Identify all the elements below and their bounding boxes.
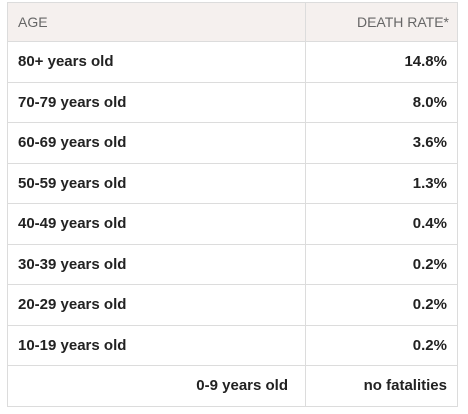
- age-cell: 60-69 years old: [8, 123, 306, 163]
- header-age: AGE: [8, 3, 306, 41]
- rate-cell: 0.2%: [412, 296, 447, 314]
- age-cell: 10-19 years old: [8, 325, 306, 365]
- rate-cell: 0.2%: [412, 255, 447, 273]
- table-row: 10-19 years old 0.2%: [8, 324, 457, 365]
- rate-cell: 14.8%: [404, 53, 447, 71]
- table-row: 30-39 years old 0.2%: [8, 243, 457, 284]
- age-cell: 80+ years old: [8, 42, 306, 82]
- age-cell: 40-49 years old: [8, 204, 306, 244]
- age-cell: 20-29 years old: [8, 285, 306, 325]
- rate-cell: 0.2%: [412, 336, 447, 354]
- age-cell: 50-59 years old: [8, 163, 306, 203]
- table-row: 70-79 years old 8.0%: [8, 81, 457, 122]
- rate-cell: 8.0%: [412, 93, 447, 111]
- death-rate-table: AGE DEATH RATE* 80+ years old 14.8% 70-7…: [7, 2, 458, 407]
- rate-cell: 1.3%: [412, 174, 447, 192]
- age-cell: 0-9 years old: [8, 366, 306, 406]
- age-cell: 70-79 years old: [8, 82, 306, 122]
- table-row: 80+ years old 14.8%: [8, 41, 457, 82]
- table-row: 60-69 years old 3.6%: [8, 122, 457, 163]
- age-cell: 30-39 years old: [8, 244, 306, 284]
- table-row: 40-49 years old 0.4%: [8, 203, 457, 244]
- rate-cell: no fatalities: [363, 377, 447, 395]
- header-death-rate: DEATH RATE*: [356, 14, 449, 30]
- table-header-row: AGE DEATH RATE*: [8, 3, 457, 41]
- rate-cell: 0.4%: [412, 215, 447, 233]
- rate-cell: 3.6%: [412, 134, 447, 152]
- table-row: 50-59 years old 1.3%: [8, 162, 457, 203]
- table-row: 0-9 years old no fatalities: [8, 365, 457, 406]
- table-row: 20-29 years old 0.2%: [8, 284, 457, 325]
